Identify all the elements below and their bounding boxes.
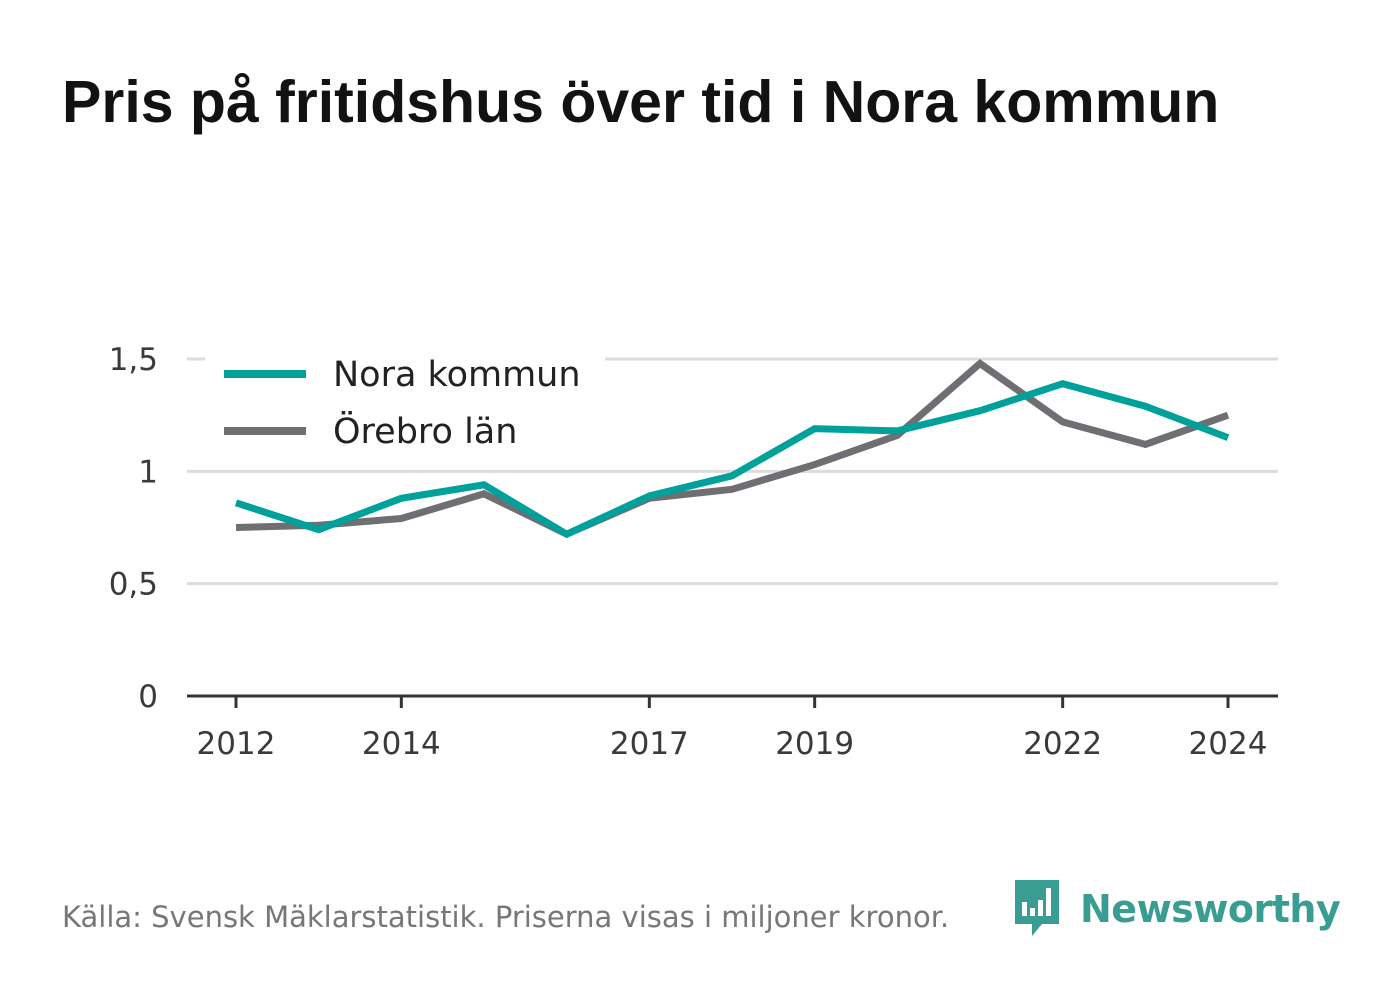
- x-tick-label: 2022: [1023, 726, 1102, 762]
- series-line-nora-kommun: [234, 380, 1230, 539]
- legend-background: [205, 345, 605, 455]
- y-tick-label: 0,5: [109, 567, 158, 603]
- y-tick-label: 1,5: [109, 342, 158, 378]
- y-tick-label: 0: [138, 679, 158, 715]
- y-tick-label: 1: [138, 454, 158, 490]
- legend-label: Nora kommun: [333, 355, 581, 395]
- x-tick-label: 2017: [610, 726, 689, 762]
- x-tick-label: 2019: [775, 726, 854, 762]
- series-lines: [234, 359, 1230, 539]
- bar-chart-speech-bubble-icon: [1015, 880, 1059, 936]
- legend: Nora kommun Örebro län: [205, 345, 605, 455]
- legend-label: Örebro län: [333, 410, 517, 452]
- brand-logo: Newsworthy: [1012, 878, 1341, 940]
- x-axis: 2012 2014 2017 2019 2022 2024: [187, 694, 1278, 762]
- brand-name: Newsworthy: [1080, 887, 1341, 931]
- gridlines: 0 0,5 1 1,5: [109, 342, 1278, 715]
- source-note: Källa: Svensk Mäklarstatistik. Priserna …: [62, 900, 950, 934]
- x-tick-label: 2024: [1189, 726, 1268, 762]
- series-line-orebro-lan: [235, 359, 1230, 539]
- x-tick-label: 2012: [197, 726, 276, 762]
- chart-title: Pris på fritidshus över tid i Nora kommu…: [62, 69, 1220, 135]
- x-tick-label: 2014: [362, 726, 441, 762]
